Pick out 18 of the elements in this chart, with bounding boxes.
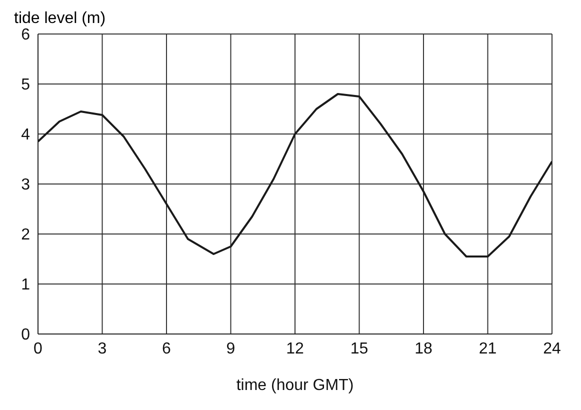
x-tick-label: 12 bbox=[286, 340, 304, 358]
y-tick-label: 2 bbox=[21, 226, 30, 244]
y-tick-label: 5 bbox=[21, 76, 30, 94]
x-tick-label: 24 bbox=[543, 340, 561, 358]
y-tick-label: 0 bbox=[21, 326, 30, 344]
y-tick-label: 3 bbox=[21, 176, 30, 194]
x-tick-label: 18 bbox=[414, 340, 432, 358]
y-tick-label: 6 bbox=[21, 26, 30, 44]
x-tick-label: 6 bbox=[162, 340, 172, 358]
x-tick-label: 3 bbox=[98, 340, 107, 358]
y-axis-title: tide level (m) bbox=[14, 10, 106, 28]
y-tick-label: 1 bbox=[21, 276, 30, 294]
y-tick-label: 4 bbox=[21, 126, 30, 144]
x-tick-label: 9 bbox=[226, 340, 236, 358]
x-tick-label: 21 bbox=[478, 340, 497, 358]
x-axis-title: time (hour GMT) bbox=[236, 377, 354, 394]
x-tick-label: 15 bbox=[350, 340, 368, 358]
x-tick-label: 0 bbox=[34, 340, 43, 358]
